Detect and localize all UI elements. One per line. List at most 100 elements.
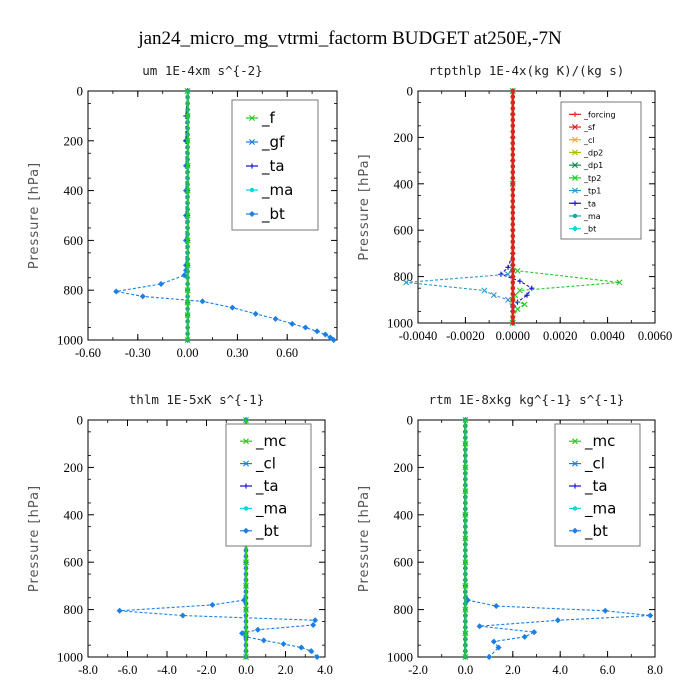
legend-marker — [572, 200, 578, 206]
chart-panel-1: um 1E-4xm s^{-2} Pressure [hPa] 0 200 400 600… — [27, 63, 338, 360]
data-point — [330, 337, 337, 343]
legend-marker — [572, 225, 578, 232]
legend-label: _bt — [255, 522, 279, 541]
data-point — [139, 293, 146, 300]
data-point — [462, 511, 469, 518]
chart-panel-4: rtm 1E-8xkg kg^{-1} s^{-1} Pressure [hPa]… — [357, 392, 663, 677]
legend-marker — [572, 149, 578, 156]
x-tick-label: -0.0020 — [446, 329, 485, 343]
x-tick-label: 4.0 — [552, 663, 568, 677]
x-tick-label: 0.00 — [177, 346, 199, 360]
y-tick-label: 800 — [64, 283, 84, 298]
data-point — [510, 320, 516, 326]
legend-label: _tp1 — [583, 187, 601, 196]
y-tick-label: 200 — [394, 460, 414, 475]
x-tick-label: 0.0000 — [496, 329, 530, 343]
legend-marker — [572, 136, 578, 143]
data-point — [116, 607, 123, 614]
data-point — [462, 559, 469, 566]
x-tick-label: -2.0 — [408, 663, 428, 677]
panel-title: um 1E-4xm s^{-2} — [142, 63, 262, 78]
legend-marker — [249, 211, 255, 217]
y-tick-label: 1000 — [387, 316, 413, 331]
legend-marker — [572, 483, 578, 489]
y-tick-label: 0 — [407, 413, 414, 428]
data-point — [184, 299, 191, 306]
data-point — [302, 324, 309, 331]
data-point — [243, 582, 249, 589]
legend-marker — [243, 527, 249, 534]
legend-marker — [572, 111, 578, 117]
data-point — [184, 312, 191, 319]
x-tick-label: 0.60 — [276, 346, 298, 360]
legend-marker — [249, 163, 255, 169]
legend-label: _ta — [261, 157, 285, 176]
data-point — [505, 271, 512, 278]
x-tick-label: -8.0 — [78, 663, 98, 677]
series-line — [464, 420, 651, 658]
legend-box — [225, 423, 312, 547]
legend-marker — [249, 187, 255, 193]
data-point — [184, 112, 191, 119]
legend-marker — [572, 213, 578, 219]
y-tick-label: 400 — [64, 507, 84, 522]
legend-item: _dp2 — [569, 148, 603, 157]
data-point — [184, 262, 191, 269]
data-point — [229, 304, 236, 311]
legend-marker — [572, 506, 578, 511]
panel-title: rtpthlp 1E-4x(kg K)/(kg s) — [429, 63, 625, 78]
legend-item: _ta — [569, 477, 608, 496]
legend-item: _cl — [569, 455, 605, 474]
legend-marker — [243, 506, 249, 511]
data-point — [490, 638, 497, 645]
legend-marker — [572, 162, 578, 169]
legend-label: _f — [261, 109, 276, 128]
data-point — [243, 630, 249, 637]
y-tick-label: 600 — [394, 555, 414, 570]
y-axis-label: Pressure [hPa] — [357, 153, 372, 260]
data-point — [184, 237, 191, 244]
legend-label: _dp1 — [583, 161, 603, 170]
data-point — [252, 310, 259, 317]
legend-marker — [572, 460, 578, 467]
data-point — [462, 606, 469, 613]
y-tick-label: 1000 — [387, 650, 413, 665]
series-line — [499, 91, 533, 323]
x-tick-label: 4.0 — [317, 663, 333, 677]
data-point — [510, 111, 516, 117]
legend-label: _ta — [584, 477, 608, 496]
data-point — [510, 181, 516, 187]
y-tick-label: 600 — [394, 223, 414, 238]
data-point — [199, 298, 206, 305]
y-tick-label: 800 — [394, 602, 414, 617]
y-tick-label: 0 — [407, 84, 414, 99]
x-tick-label: 6.0 — [600, 663, 616, 677]
legend-marker — [572, 124, 578, 131]
series-mc — [462, 417, 469, 660]
x-tick-label: -0.30 — [125, 346, 151, 360]
data-point — [531, 629, 538, 636]
y-axis-label: Pressure [hPa] — [357, 485, 372, 592]
legend-item: _ma — [569, 499, 616, 518]
data-point — [184, 88, 191, 94]
y-tick-label: 1000 — [57, 333, 83, 348]
legend-label: _cl — [255, 455, 276, 474]
legend-item: _ma — [240, 499, 287, 518]
figure-title: jan24_micro_mg_vtrmi_factorm BUDGET at25… — [137, 28, 562, 49]
legend-item: _bt — [569, 522, 608, 541]
data-point — [510, 88, 516, 94]
data-point — [272, 315, 279, 322]
data-point — [243, 559, 249, 566]
y-tick-label: 800 — [394, 269, 414, 284]
data-point — [462, 535, 469, 542]
x-tick-label: -4.0 — [157, 663, 177, 677]
legend-label: _cl — [584, 455, 605, 474]
series-tp1 — [403, 88, 516, 326]
legend-item: _cl — [240, 455, 276, 474]
legend-item: _bt — [246, 205, 285, 224]
panel-title: rtm 1E-8xkg kg^{-1} s^{-1} — [429, 392, 625, 407]
legend: _forcing _sf _cl _dp2 _dp1 _tp2 _tp1 _ta _ma _bt — [560, 101, 642, 240]
legend-marker — [572, 438, 578, 445]
data-point — [280, 640, 287, 647]
